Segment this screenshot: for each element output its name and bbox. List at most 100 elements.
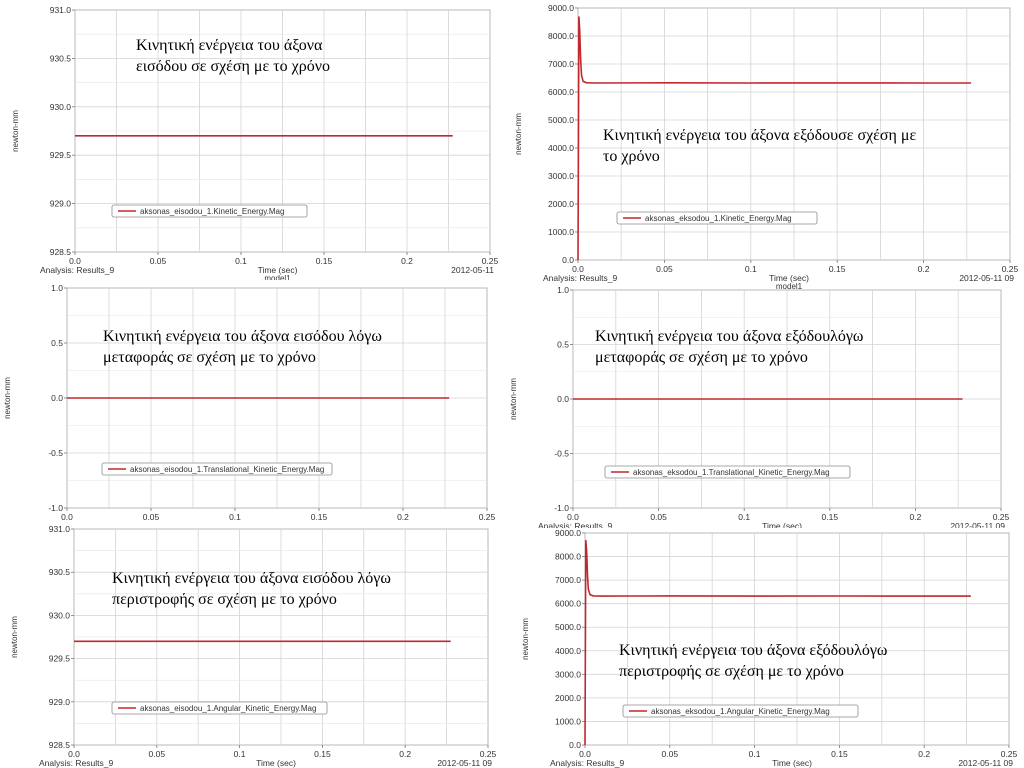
y-axis-label: newton-mm <box>3 377 12 419</box>
x-tick-label: 0.0 <box>567 512 579 522</box>
x-tick-label: 0.25 <box>482 256 499 266</box>
y-tick-label: 2000.0 <box>555 693 581 703</box>
y-tick-label: 0.0 <box>562 255 574 265</box>
legend-box <box>111 204 308 218</box>
legend: aksonas_eisodou_1.Angular_Kinetic_Energy… <box>111 701 328 715</box>
y-tick-label: 928.5 <box>49 740 71 750</box>
chart-panel: 0.0 1000.0 2000.0 3000.0 4000.0 5000.0 6000.0 7… <box>505 0 1024 290</box>
y-tick-label: 929.5 <box>50 150 72 160</box>
x-tick-label: 0.1 <box>234 749 246 759</box>
legend-label: aksonas_eksodou_1.Kinetic_Energy.Mag <box>645 214 792 223</box>
y-tick-label: -1.0 <box>48 503 63 513</box>
y-tick-label: 5000.0 <box>555 622 581 632</box>
x-axis-label: Time (sec) <box>258 265 298 275</box>
x-tick-label: 0.2 <box>918 749 930 759</box>
legend: aksonas_eisodou_1.Translational_Kinetic_… <box>101 462 333 476</box>
date-label: 2012-05-11 09 <box>958 758 1013 768</box>
x-tick-label: 0.05 <box>150 256 167 266</box>
x-tick-label: 0.05 <box>650 512 667 522</box>
chart-svg: 0.0 1000.0 2000.0 3000.0 4000.0 5000.0 6000.0 7… <box>521 528 1018 768</box>
y-tick-label: 930.5 <box>49 567 71 577</box>
y-tick-label: 931.0 <box>49 524 71 534</box>
chart-svg: 928.5 929.0 929.5 930.0 930.5 931.0 0.0 0.05 0.1… <box>10 524 497 768</box>
y-tick-label: 1000.0 <box>548 227 574 237</box>
x-tick-label: 0.15 <box>822 512 839 522</box>
chart-panel: -1.0 -0.5 0.0 0.5 1.0 0.0 0.05 0.1 0.15 0.2 0.25 ne… <box>505 283 1024 528</box>
y-tick-label: 5000.0 <box>548 115 574 125</box>
x-tick-label: 0.2 <box>397 512 409 522</box>
chart-panel: 928.5 929.0 929.5 930.0 930.5 931.0 0.0 0.05 0.1… <box>0 0 505 280</box>
x-tick-label: 0.25 <box>1002 264 1019 274</box>
y-tick-label: 0.5 <box>51 338 63 348</box>
y-tick-label: -1.0 <box>554 503 569 513</box>
x-tick-label: 0.2 <box>918 264 930 274</box>
x-tick-label: 0.0 <box>572 264 584 274</box>
chart-annotation: Κινητική ενέργεια του άξονα εισόδου λόγω… <box>112 570 391 608</box>
y-axis-label: newton-mm <box>10 616 19 658</box>
y-tick-label: 930.5 <box>50 53 72 63</box>
y-tick-label: 9000.0 <box>548 3 574 13</box>
legend: aksonas_eksodou_1.Angular_Kinetic_Energy… <box>622 704 859 718</box>
y-tick-label: 930.0 <box>49 610 71 620</box>
x-axis-label: Time (sec) <box>256 758 296 768</box>
x-tick-label: 0.2 <box>399 749 411 759</box>
series-line <box>577 16 972 261</box>
y-tick-label: 929.0 <box>49 697 71 707</box>
analysis-label: Analysis: Results_9 <box>538 521 612 528</box>
y-tick-label: 1000.0 <box>555 716 581 726</box>
x-tick-label: 0.05 <box>662 749 679 759</box>
y-tick-label: 0.0 <box>557 394 569 404</box>
y-tick-label: 7000.0 <box>555 575 581 585</box>
analysis-label: Analysis: Results_9 <box>543 273 617 283</box>
y-tick-label: 8000.0 <box>555 552 581 562</box>
legend: aksonas_eksodou_1.Translational_Kinetic_… <box>604 465 851 479</box>
x-tick-label: 0.15 <box>314 749 331 759</box>
x-axis-label: Time (sec) <box>769 273 809 283</box>
y-axis-label: newton-mm <box>521 618 530 660</box>
x-tick-label: 0.25 <box>480 749 497 759</box>
legend-label: aksonas_eksodou_1.Angular_Kinetic_Energy… <box>651 707 830 716</box>
y-tick-label: 1.0 <box>557 285 569 295</box>
legend-box <box>622 704 859 718</box>
y-tick-label: 928.5 <box>50 247 72 257</box>
chart-panel: 0.0 1000.0 2000.0 3000.0 4000.0 5000.0 6000.0 7… <box>505 522 1024 768</box>
y-tick-label: 2000.0 <box>548 199 574 209</box>
y-tick-label: 9000.0 <box>555 528 581 538</box>
chart-title: model1 <box>264 274 291 280</box>
y-tick-label: 3000.0 <box>548 171 574 181</box>
legend: aksonas_eksodou_1.Kinetic_Energy.Mag <box>616 211 818 225</box>
chart-title: model1 <box>776 282 803 290</box>
y-tick-label: 1.0 <box>51 283 63 293</box>
x-tick-label: 0.1 <box>749 749 761 759</box>
chart-annotation: Κινητική ενέργεια του άξονα εξόδουσε σχέ… <box>603 127 917 165</box>
y-tick-label: 8000.0 <box>548 31 574 41</box>
x-tick-label: 0.05 <box>149 749 166 759</box>
y-tick-label: 930.0 <box>50 102 72 112</box>
x-tick-label: 0.15 <box>829 264 846 274</box>
x-tick-label: 0.05 <box>143 512 160 522</box>
x-axis-label: Time (sec) <box>762 521 802 528</box>
y-tick-label: 6000.0 <box>548 87 574 97</box>
y-tick-label: 0.5 <box>557 340 569 350</box>
y-tick-label: 3000.0 <box>555 669 581 679</box>
x-tick-label: 0.1 <box>738 512 750 522</box>
x-tick-label: 0.15 <box>316 256 333 266</box>
chart-svg: -1.0 -0.5 0.0 0.5 1.0 0.0 0.05 0.1 0.15 0.2 0.25 ne… <box>509 285 1010 528</box>
chart-annotation: Κινητική ενέργεια του άξονα εξόδουλόγω π… <box>619 642 888 680</box>
y-tick-label: 4000.0 <box>555 646 581 656</box>
x-tick-label: 0.15 <box>311 512 328 522</box>
chart-annotation: Κινητική ενέργεια του άξονα εισόδου σε σ… <box>136 37 330 75</box>
x-tick-label: 0.2 <box>401 256 413 266</box>
analysis-label: Analysis: Results_9 <box>39 758 113 768</box>
x-tick-label: 0.25 <box>479 512 496 522</box>
series-line <box>584 540 971 746</box>
legend-label: aksonas_eisodou_1.Kinetic_Energy.Mag <box>140 207 284 216</box>
x-tick-label: 0.1 <box>745 264 757 274</box>
x-tick-label: 0.1 <box>229 512 241 522</box>
chart-svg: -1.0 -0.5 0.0 0.5 1.0 0.0 0.05 0.1 0.15 0.2 0.25 ne… <box>3 283 496 522</box>
x-tick-label: 0.15 <box>831 749 848 759</box>
x-tick-label: 0.0 <box>69 256 81 266</box>
legend-label: aksonas_eisodou_1.Angular_Kinetic_Energy… <box>140 704 316 713</box>
date-label: 2012-05-11 <box>451 265 494 275</box>
y-tick-label: 6000.0 <box>555 599 581 609</box>
